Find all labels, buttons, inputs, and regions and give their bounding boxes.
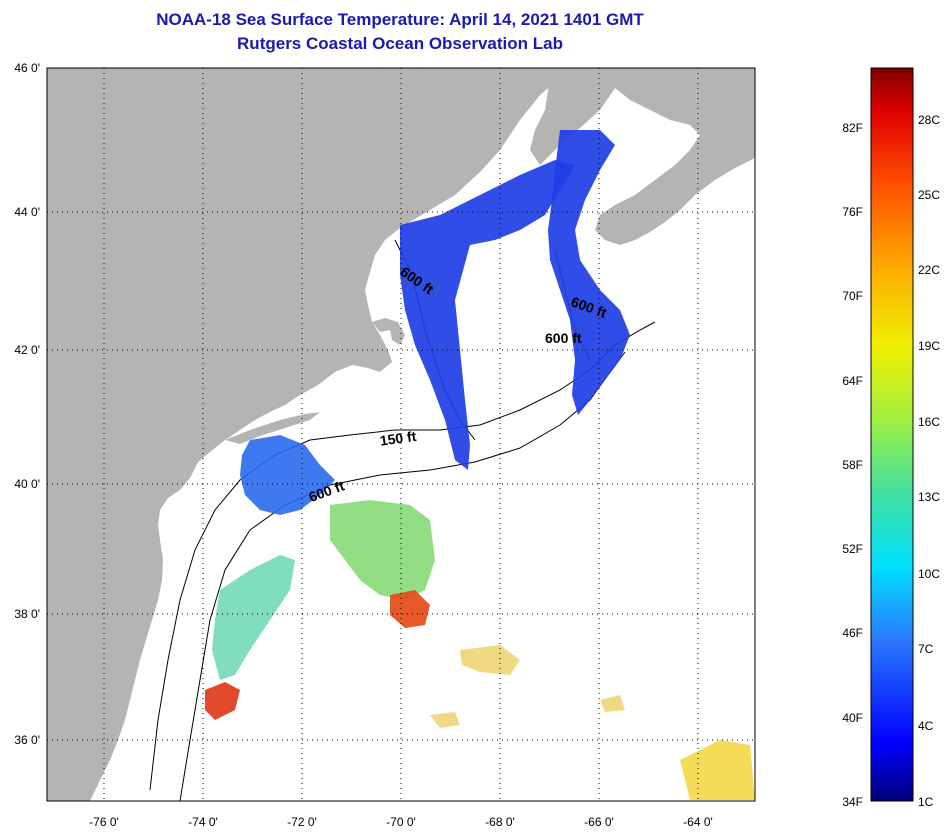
lat-label-44: 44 0' — [14, 205, 40, 219]
sst-patch-slope-green — [212, 555, 295, 680]
colorbar-label-f-58: 58F — [842, 458, 863, 472]
sst-patch-scattered-yellow — [430, 645, 625, 728]
lon-label-68: -68 0' — [485, 815, 515, 829]
colorbar-label-f-64: 64F — [842, 374, 863, 388]
colorbar-label-c-25: 25C — [918, 188, 940, 202]
colorbar-label-c-10: 10C — [918, 567, 940, 581]
colorbar-label-f-40: 40F — [842, 711, 863, 725]
sst-patch-gulf-of-maine — [400, 160, 575, 470]
contour-label-150ft: 150 ft — [379, 428, 418, 449]
colorbar-label-f-52: 52F — [842, 542, 863, 556]
colorbar-label-c-7: 7C — [918, 642, 934, 656]
colorbar-label-f-70: 70F — [842, 289, 863, 303]
sst-patch-offshore-mixed — [330, 500, 435, 600]
colorbar-label-c-4: 4C — [918, 719, 934, 733]
sst-patch-sargasso-yellow — [680, 740, 755, 800]
map-subtitle: Rutgers Coastal Ocean Observation Lab — [237, 34, 563, 53]
colorbar-label-f-34: 34F — [842, 795, 863, 809]
land-long-island — [225, 412, 320, 444]
colorbar-label-c-28: 28C — [918, 113, 940, 127]
colorbar-label-f-76: 76F — [842, 205, 863, 219]
land-new-brunswick — [530, 68, 620, 165]
lon-label-72: -72 0' — [287, 815, 317, 829]
contour-600ft — [179, 351, 626, 801]
lat-label-38: 38 0' — [14, 607, 40, 621]
sst-patch-new-york-bight — [240, 435, 335, 515]
lon-label-64: -64 0' — [683, 815, 713, 829]
map-title: NOAA-18 Sea Surface Temperature: April 1… — [156, 10, 644, 29]
contour-label-600ft-georges: 600 ft — [545, 330, 582, 346]
colorbar-label-c-22: 22C — [918, 263, 940, 277]
colorbar-label-c-19: 19C — [918, 339, 940, 353]
sst-patch-gulf-stream-warm-2 — [205, 682, 240, 720]
colorbar-label-c-1: 1C — [918, 795, 934, 809]
graticule — [47, 68, 755, 801]
lon-label-76: -76 0' — [89, 815, 119, 829]
colorbar-label-c-16: 16C — [918, 415, 940, 429]
lat-label-36: 36 0' — [14, 733, 40, 747]
lat-label-40: 40 0' — [14, 477, 40, 491]
lat-label-46: 46 0' — [14, 61, 40, 75]
land-cape-cod — [372, 318, 405, 345]
land-us-east-coast — [47, 68, 560, 801]
land-nova-scotia — [595, 68, 755, 245]
lon-label-66: -66 0' — [584, 815, 614, 829]
lon-label-70: -70 0' — [386, 815, 416, 829]
sst-patch-gulf-stream-warm-1 — [390, 590, 430, 628]
lon-label-74: -74 0' — [188, 815, 218, 829]
sst-patch-fundy-east — [548, 130, 630, 415]
colorbar-label-c-13: 13C — [918, 490, 940, 504]
colorbar-label-f-82: 82F — [842, 121, 863, 135]
colorbar — [870, 67, 914, 802]
colorbar-label-f-46: 46F — [842, 626, 863, 640]
lat-label-42: 42 0' — [14, 343, 40, 357]
